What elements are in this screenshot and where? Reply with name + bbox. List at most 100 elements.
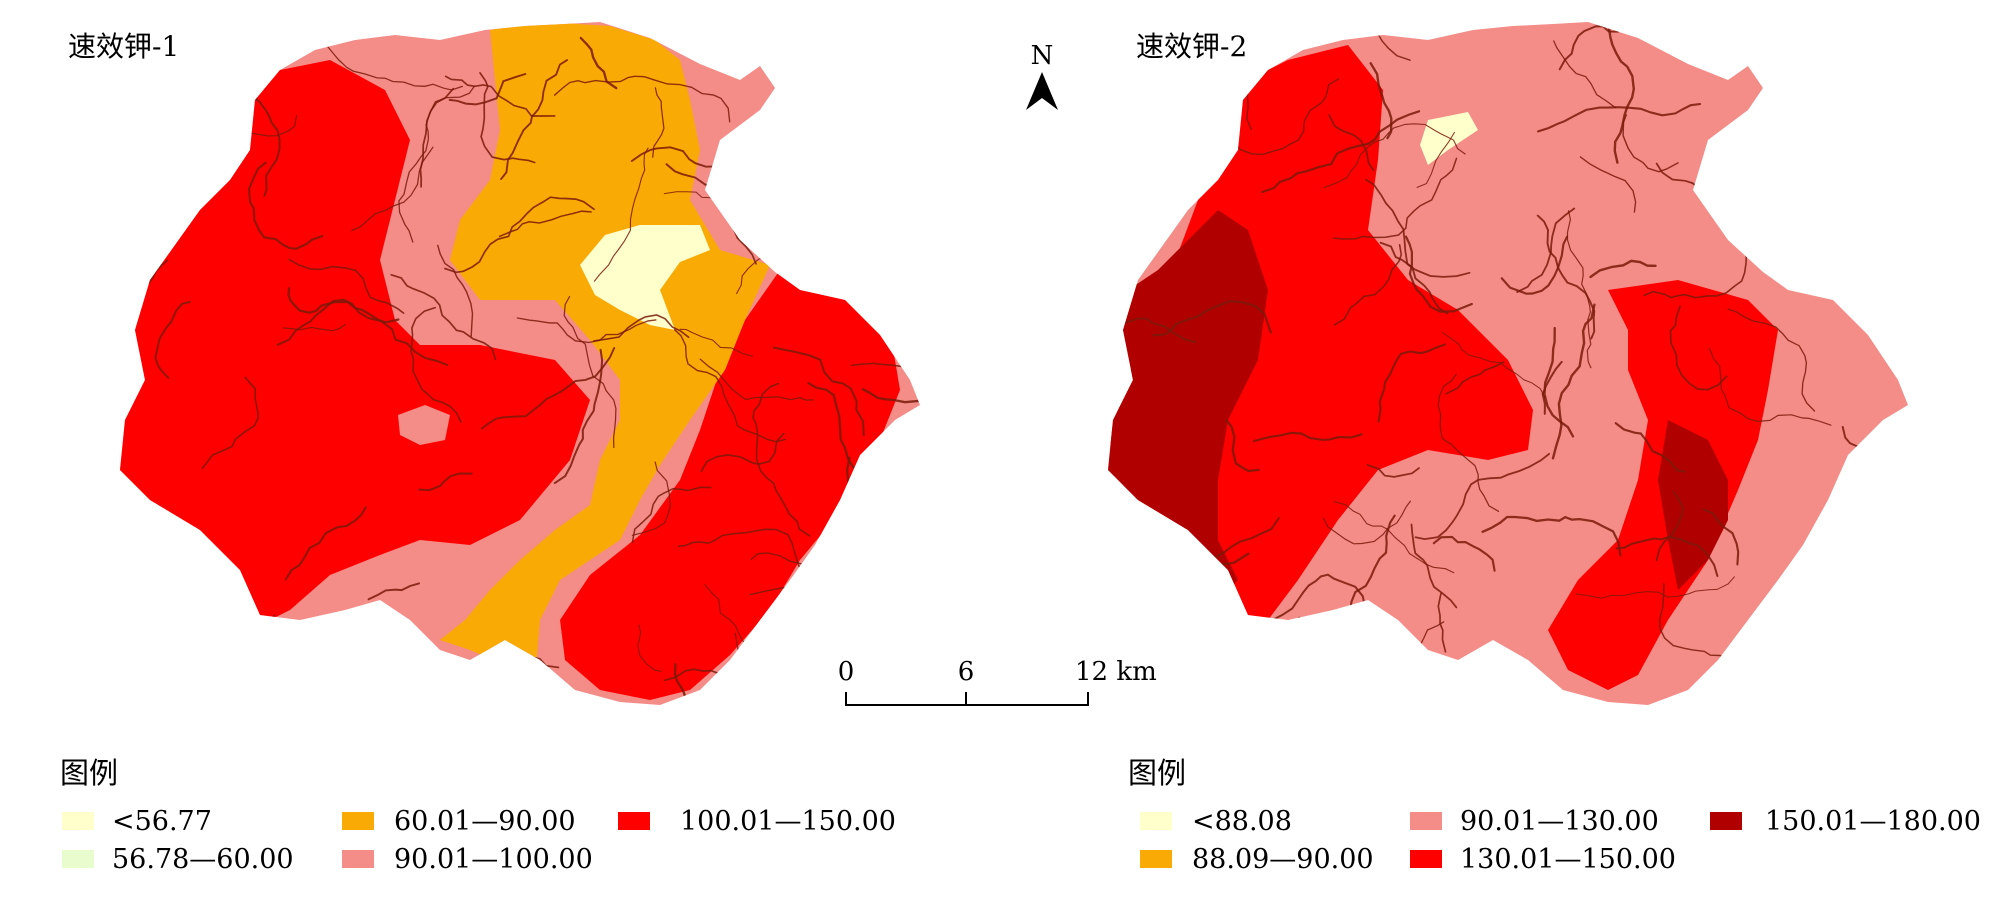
map-left-zone-central-low [580,225,710,330]
map-right-river-67 [1333,244,1403,326]
map-right-river-51 [1108,313,1197,344]
map-right-river-60 [1298,616,1382,672]
map-left-river-27 [631,461,671,536]
map-left-zone-east-high [560,270,900,700]
map-left-zone-west-medium-island [398,405,450,445]
legend-left-label-0: <56.77 [112,806,212,837]
map-right-river-34 [1579,156,1637,213]
map-left-river-22 [135,166,212,182]
map-left-river-58 [448,73,527,106]
map-left-river-51 [699,358,814,401]
map-right-river-37 [1708,347,1832,426]
map-left-river-16 [673,663,738,705]
map-left-river-68 [553,75,731,123]
map-right-river-20 [1589,259,1657,279]
map-right-river-56 [1437,592,1447,653]
map-right: 速效钾-2 [1108,22,1908,705]
map-right-river-31 [1379,241,1449,315]
map-right-river-69 [1669,305,1728,391]
map-right-river-52 [1365,178,1471,278]
north-arrow: N [1026,41,1058,110]
map-left-river-31 [410,306,462,423]
map-left-river-46 [772,346,865,437]
legend-right-label-3: 130.01—150.00 [1460,844,1676,875]
map-right-zone-north-low [1420,112,1478,165]
map-right-river-33 [1252,431,1363,443]
map-left-river-67 [878,498,892,604]
map-right-river-13 [1614,422,1686,473]
map-left-river-65 [752,382,811,537]
legend-right-label-1: 88.09—90.00 [1192,844,1374,875]
legend-right-label-2: 90.01—130.00 [1460,806,1659,837]
legend-right: 图例 <88.08 88.09—90.00 90.01—130.00 130.0… [1128,756,1981,875]
map-right-river-18 [1261,110,1421,194]
map-right-river-23 [1432,535,1496,572]
map-left-river-43 [807,381,855,469]
map-right-river-55 [1333,501,1455,574]
map-left-river-50 [444,75,556,117]
map-left-river-13 [700,432,785,473]
map-left-river-35 [390,273,497,361]
map-right-river-50 [1416,131,1456,188]
map-left-river-60 [652,87,665,158]
map-right-river-28 [1404,235,1473,313]
map-right-zone-east-very-high [1658,420,1728,590]
north-arrow-icon [1026,72,1058,110]
map-right-river-24 [1566,210,1592,369]
legend-left-label-4: 100.01—150.00 [680,806,896,837]
map-left-river-32 [154,300,191,379]
map-right-river-53 [1437,373,1500,512]
map-right-river-64 [1364,22,1411,61]
legend-right-swatch-1 [1140,850,1172,868]
map-left-river-47 [251,94,281,197]
legend-left: 图例 <56.77 56.78—60.00 60.01—90.00 90.01—… [60,756,896,875]
map-right-river-63 [1414,452,1551,541]
map-right-river-32 [1800,162,1870,277]
legend-left-title: 图例 [60,756,118,790]
map-right-river-6 [1366,464,1420,478]
map-right-river-0 [1770,668,1821,705]
map-right-river-65 [1323,123,1466,189]
map-right-river-62 [1738,181,1797,204]
map-left-river-69 [419,87,455,188]
legend-right-swatch-3 [1410,850,1442,868]
map-left-river-30 [850,172,910,236]
map-right-river-3 [1537,102,1702,133]
map-right-river-1 [1727,308,1816,412]
map-right-river-66 [1842,133,1908,189]
legend-right-label-0: <88.08 [1192,806,1292,837]
map-right-river-8 [1481,515,1622,557]
legend-left-swatch-3 [342,850,374,868]
legend-right-swatch-4 [1710,812,1742,830]
map-right-river-35 [1615,535,1719,577]
map-right-river-17 [1441,331,1546,399]
map-left-river-52 [120,259,169,322]
map-left-river-8 [818,83,852,129]
map-left-river-28 [287,287,400,324]
map-right-river-49 [1655,490,1684,562]
scale-bar: 0 6 12 km [838,657,1157,706]
map-right-river-41 [1328,114,1375,171]
map-left-river-54 [480,347,616,430]
map-left-zone-west-high [120,60,590,630]
map-right-river-15 [1643,232,1753,299]
legend-left-label-2: 60.01—90.00 [394,806,576,837]
map-right-river-22 [1377,343,1446,423]
map-left-river-18 [288,258,405,314]
legend-right-title: 图例 [1128,756,1186,790]
scale-bar-label-6: 6 [958,657,975,687]
map-left-river-39 [677,528,824,585]
legend-right-label-4: 150.01—180.00 [1765,806,1981,837]
map-left-river-15 [266,614,297,704]
map-left-river-10 [820,578,866,637]
map-right-river-45 [1541,360,1563,415]
legend-right-swatch-0 [1140,812,1172,830]
map-left-river-34 [444,196,595,274]
map-right-river-21 [1862,112,1908,246]
map-right-title: 速效钾-2 [1136,30,1247,63]
map-left-river-45 [592,314,690,342]
map-right-river-27 [1551,303,1596,460]
map-right-river-2 [1553,40,1617,109]
map-left-river-17 [734,632,753,705]
